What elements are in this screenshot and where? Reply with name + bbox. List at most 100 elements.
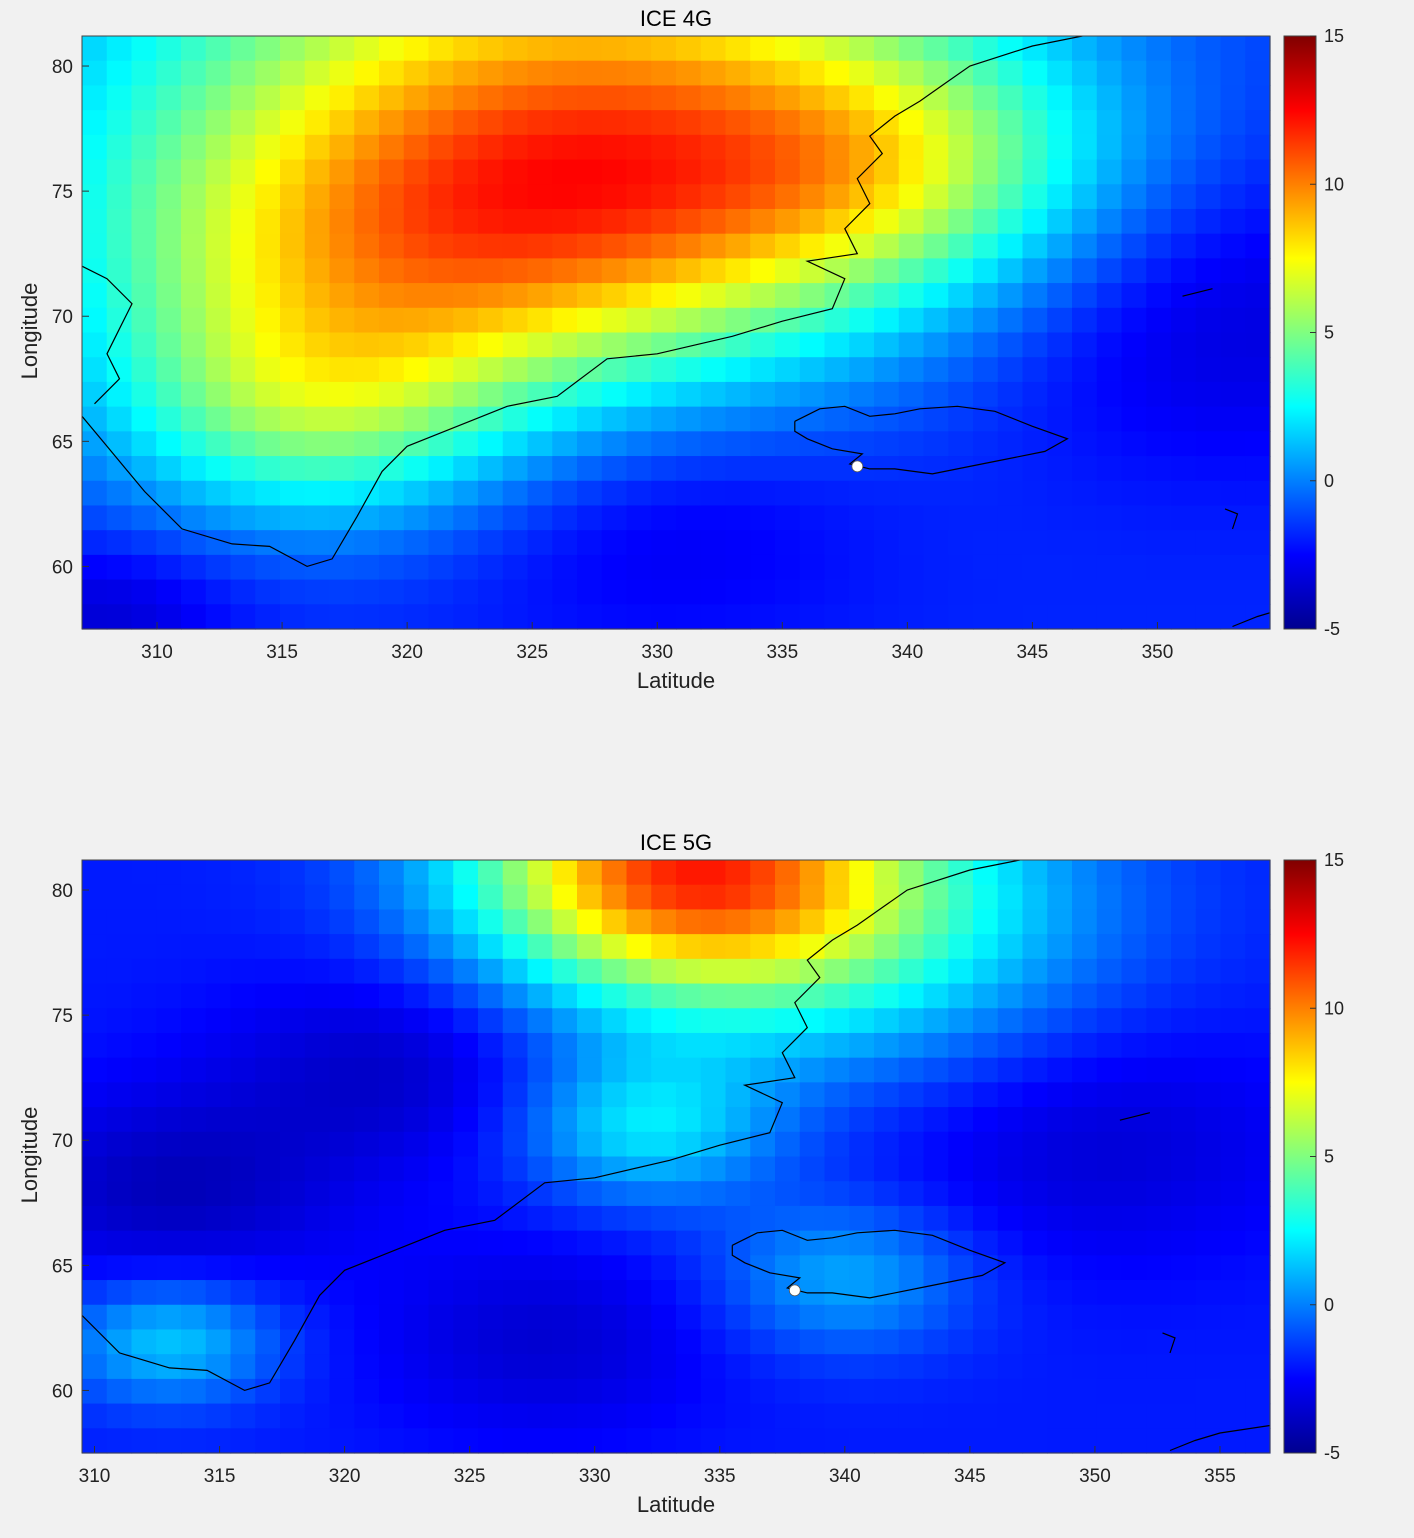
heatmap-cell [874, 1403, 900, 1429]
heatmap-cell [478, 184, 504, 210]
heatmap-cell [973, 283, 999, 309]
heatmap-cell [354, 1082, 380, 1108]
heatmap-cell [527, 1156, 553, 1182]
heatmap-cell [1047, 159, 1073, 185]
heatmap-cell [453, 431, 479, 457]
heatmap-cell [329, 1131, 355, 1158]
heatmap-cell [1220, 530, 1246, 556]
heatmap-cell [403, 505, 430, 531]
heatmap-cell [651, 258, 677, 284]
heatmap-cell [354, 1008, 380, 1034]
heatmap-cell [131, 431, 157, 457]
heatmap-cell [478, 159, 504, 185]
heatmap-cell [651, 134, 677, 161]
heatmap-cell [230, 406, 256, 432]
heatmap-cell [552, 1354, 578, 1380]
heatmap-cell [1121, 307, 1147, 334]
heatmap-cell [824, 357, 850, 383]
heatmap-cell [725, 1378, 751, 1405]
heatmap-cell [502, 530, 529, 556]
heatmap-cell [131, 110, 157, 136]
coastline-greenland_s [82, 860, 1021, 1392]
heatmap-cell [824, 85, 850, 111]
heatmap-cell [478, 134, 504, 161]
heatmap-cell [82, 1057, 108, 1083]
heatmap-cell [1047, 505, 1073, 531]
heatmap-cell [874, 381, 900, 408]
heatmap-cell [1220, 233, 1246, 259]
heatmap-cell [1245, 85, 1271, 111]
heatmap-cell [750, 604, 776, 630]
heatmap-cell [1121, 1205, 1147, 1232]
heatmap-cell [1171, 579, 1197, 605]
heatmap-cell [799, 456, 826, 482]
heatmap-cell [255, 110, 281, 136]
heatmap-cell [725, 554, 751, 581]
heatmap-cell [181, 60, 207, 87]
heatmap-cell [700, 1082, 727, 1108]
heatmap-cell [750, 505, 776, 531]
heatmap-cell [849, 480, 875, 507]
heatmap-cell [428, 381, 454, 408]
heatmap-cell [453, 381, 479, 408]
heatmap-cell [874, 85, 900, 111]
heatmap-cell [329, 1329, 355, 1355]
heatmap-cell [1195, 406, 1222, 432]
heatmap-cell [626, 283, 652, 309]
heatmap-cell [280, 283, 306, 309]
heatmap-cell [403, 958, 430, 985]
heatmap-cell [156, 554, 182, 581]
heatmap-cell [973, 159, 999, 185]
heatmap-cell [205, 134, 232, 161]
heatmap-cell [775, 381, 801, 408]
heatmap-cell [1146, 530, 1172, 556]
heatmap-cell [1022, 1082, 1048, 1108]
heatmap-cell [700, 579, 727, 605]
heatmap-cell [1121, 233, 1147, 259]
heatmap-cell [1096, 283, 1123, 309]
heatmap-cell [775, 36, 801, 62]
heatmap-cell [799, 860, 826, 886]
heatmap-cell [354, 860, 380, 886]
heatmap-cell [1022, 505, 1048, 531]
heatmap-cell [1220, 1230, 1246, 1256]
heatmap-cell [948, 110, 974, 136]
heatmap-cell [527, 159, 553, 185]
heatmap-cell [502, 110, 529, 136]
heatmap-cell [403, 456, 430, 482]
heatmap-cell [280, 159, 306, 185]
x-tick-label: 350 [1142, 642, 1174, 663]
heatmap-cell [255, 604, 281, 630]
heatmap-cell [849, 1304, 875, 1331]
heatmap-cell [775, 134, 801, 161]
heatmap-cell [1022, 958, 1048, 985]
heatmap-cell [725, 60, 751, 87]
heatmap-cell [156, 1107, 182, 1133]
heatmap-cell [1022, 983, 1048, 1009]
heatmap-cell [403, 110, 430, 136]
heatmap-cell [626, 983, 652, 1009]
heatmap-cell [1096, 958, 1123, 985]
heatmap-cell [1146, 505, 1172, 531]
heatmap-cell [973, 1280, 999, 1306]
heatmap-cell [1022, 1008, 1048, 1034]
heatmap-cell [131, 1255, 157, 1281]
heatmap-cell [478, 1131, 504, 1158]
heatmap-cell [750, 554, 776, 581]
heatmap-cell [973, 1205, 999, 1232]
heatmap-cell [1022, 406, 1048, 432]
heatmap-cell [898, 1255, 925, 1281]
heatmap-cell [1121, 431, 1147, 457]
heatmap-cell [973, 357, 999, 383]
heatmap-cell [1245, 1032, 1271, 1059]
heatmap-cell [948, 307, 974, 334]
heatmap-cell [849, 36, 875, 62]
heatmap-cell [304, 884, 331, 911]
heatmap-cell [1072, 505, 1098, 531]
heatmap-cell [775, 1230, 801, 1256]
heatmap-cell [849, 357, 875, 383]
heatmap-cell [527, 1107, 553, 1133]
heatmap-cell [131, 233, 157, 259]
heatmap-cell [577, 1403, 603, 1429]
heatmap-cell [849, 332, 875, 358]
